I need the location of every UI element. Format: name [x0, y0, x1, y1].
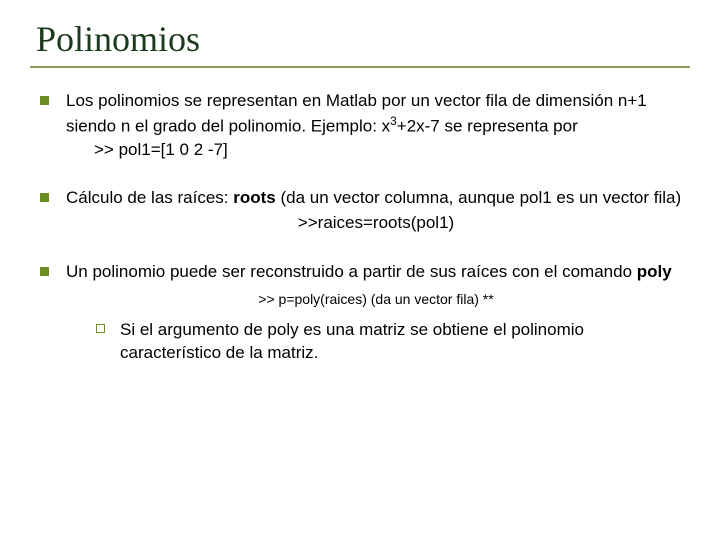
slide-title: Polinomios [36, 18, 690, 60]
slide: Polinomios Los polinomios se representan… [0, 0, 720, 540]
sub-list: Si el argumento de poly es una matriz se… [66, 319, 686, 365]
list-item: Un polinomio puede ser reconstruido a pa… [38, 261, 686, 365]
body-text: Un polinomio puede ser reconstruido a pa… [66, 262, 637, 281]
sub-list-item: Si el argumento de poly es una matriz se… [94, 319, 686, 365]
superscript: 3 [390, 114, 397, 128]
body-text: Si el argumento de poly es una matriz se… [120, 320, 584, 362]
bold-text: roots [233, 188, 276, 207]
code-line: >> pol1=[1 0 2 -7] [66, 139, 686, 162]
bold-text: poly [637, 262, 672, 281]
list-item: Cálculo de las raíces: roots (da un vect… [38, 187, 686, 235]
body-text: Cálculo de las raíces: [66, 188, 233, 207]
list-item: Los polinomios se representan en Matlab … [38, 90, 686, 161]
code-line: >>raices=roots(pol1) [66, 212, 686, 235]
title-underline: Polinomios [30, 18, 690, 68]
body-text: +2x-7 se representa por [397, 117, 578, 136]
body-text: (da un vector columna, aunque pol1 es un… [276, 188, 681, 207]
code-line-small: >> p=poly(raices) (da un vector fila) ** [66, 290, 686, 309]
bullet-list: Los polinomios se representan en Matlab … [30, 90, 690, 365]
